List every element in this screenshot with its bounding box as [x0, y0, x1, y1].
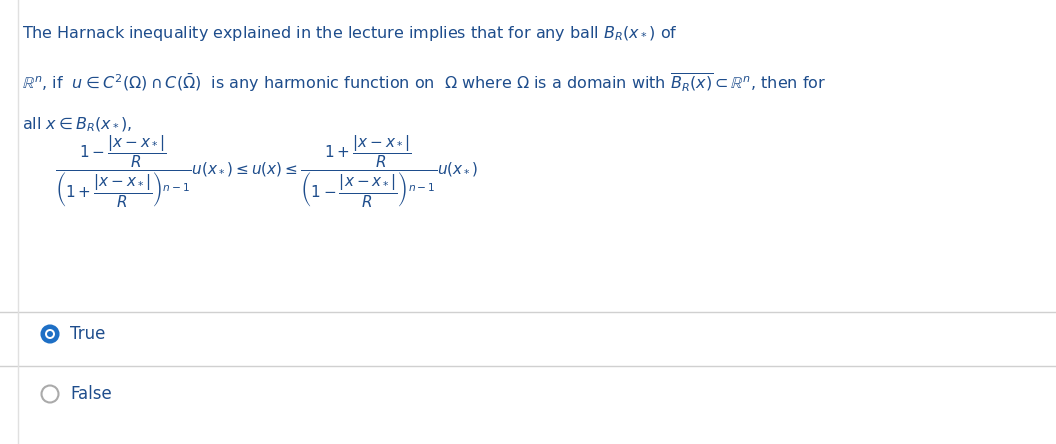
Text: $\dfrac{1-\dfrac{|x-x_*|}{R}}{\left(1+\dfrac{|x-x_*|}{R}\right)^{n-1}}u(x_*) \le: $\dfrac{1-\dfrac{|x-x_*|}{R}}{\left(1+\d…: [55, 134, 478, 210]
Circle shape: [48, 331, 53, 337]
Text: $\mathbb{R}^n$, if  $u \in C^2(\Omega) \cap C(\bar{\Omega})$  is any harmonic fu: $\mathbb{R}^n$, if $u \in C^2(\Omega) \c…: [22, 71, 827, 94]
Text: True: True: [70, 325, 106, 343]
Text: False: False: [70, 385, 112, 403]
Circle shape: [45, 329, 55, 339]
Text: The Harnack inequality explained in the lecture implies that for any ball $B_R(x: The Harnack inequality explained in the …: [22, 24, 678, 43]
Circle shape: [41, 385, 58, 403]
Text: all $x \in B_R(x_*)$,: all $x \in B_R(x_*)$,: [22, 116, 132, 135]
Circle shape: [41, 325, 58, 342]
